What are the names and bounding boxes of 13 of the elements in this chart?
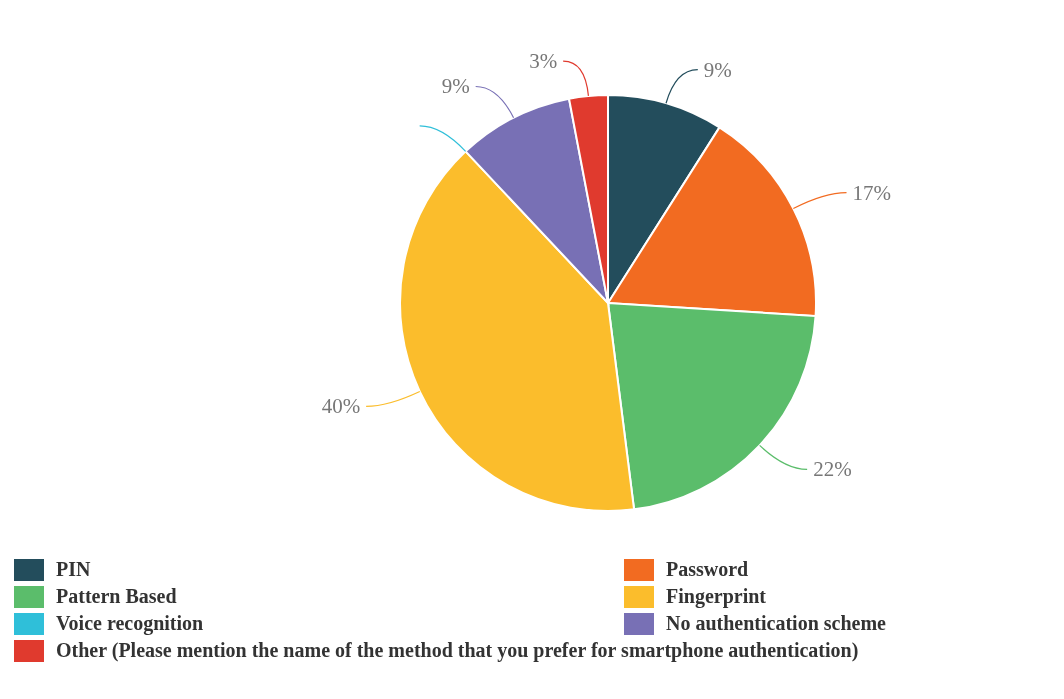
data-label: 22% [813,457,852,482]
legend-label: Voice recognition [56,612,204,635]
data-label: 17% [852,180,892,205]
data-label: 3% [529,49,558,74]
legend-label: PIN [56,558,91,581]
data-label: 9% [441,74,470,99]
legend-label: Pattern Based [56,585,177,608]
legend-label: Other (Please mention the name of the method that you prefer for smartphone authentication) [56,639,859,662]
legend-label: No authentication scheme [666,612,886,635]
data-label: 40% [321,394,361,419]
data-label: 9% [703,57,732,82]
legend-label: Password [666,558,749,581]
legend-label: Fingerprint [666,585,766,608]
